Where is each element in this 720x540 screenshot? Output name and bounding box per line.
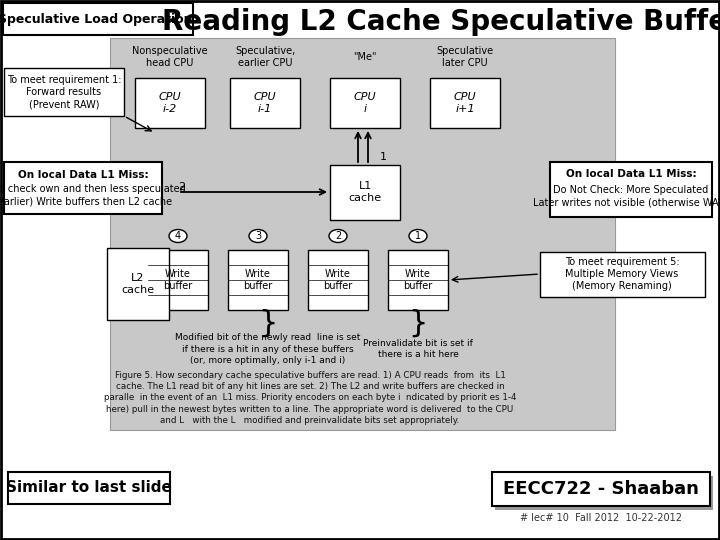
- Text: "Me": "Me": [354, 52, 377, 62]
- Bar: [330, 78, 400, 128]
- Text: On local Data L1 Miss:: On local Data L1 Miss:: [566, 169, 696, 179]
- Text: Preinvalidate bit is set if
there is a hit here: Preinvalidate bit is set if there is a h…: [363, 339, 473, 359]
- Text: EECC722 - Shaaban: EECC722 - Shaaban: [503, 480, 699, 498]
- Bar: [3, 3, 193, 35]
- Bar: [495, 476, 713, 510]
- Text: }: }: [408, 308, 428, 338]
- Text: 3: 3: [255, 231, 261, 241]
- Bar: [492, 472, 710, 506]
- Text: Speculative
later CPU: Speculative later CPU: [436, 46, 494, 68]
- Bar: [550, 162, 712, 217]
- Text: CPU
i: CPU i: [354, 92, 377, 114]
- Text: To meet requirement 5:
Multiple Memory Views
(Memory Renaming): To meet requirement 5: Multiple Memory V…: [564, 256, 679, 292]
- Text: Write
buffer: Write buffer: [163, 269, 193, 291]
- Bar: [330, 165, 400, 220]
- Text: # lec# 10  Fall 2012  10-22-2012: # lec# 10 Fall 2012 10-22-2012: [520, 513, 682, 523]
- Bar: [540, 252, 705, 297]
- Ellipse shape: [409, 230, 427, 242]
- Ellipse shape: [169, 230, 187, 242]
- Text: On local Data L1 Miss:: On local Data L1 Miss:: [18, 170, 148, 180]
- Text: First, check own and then less speculated
(earlier) Write buffers then L2 cache: First, check own and then less speculate…: [0, 184, 185, 206]
- Bar: [230, 78, 300, 128]
- Text: 4: 4: [175, 231, 181, 241]
- Bar: [430, 78, 500, 128]
- Text: To meet requirement 1:
Forward results
(Prevent RAW): To meet requirement 1: Forward results (…: [6, 75, 121, 110]
- Text: Speculative,
earlier CPU: Speculative, earlier CPU: [235, 46, 295, 68]
- Text: Figure 5. How secondary cache speculative buffers are read. 1) A CPU reads  from: Figure 5. How secondary cache speculativ…: [104, 372, 516, 424]
- Text: Write
buffer: Write buffer: [243, 269, 273, 291]
- Text: Write
buffer: Write buffer: [323, 269, 353, 291]
- Text: Write
buffer: Write buffer: [403, 269, 433, 291]
- Bar: [4, 162, 162, 214]
- Text: CPU
i+1: CPU i+1: [454, 92, 477, 114]
- Text: L1
cache: L1 cache: [348, 181, 382, 203]
- Text: 1: 1: [380, 152, 387, 162]
- Bar: [110, 38, 615, 430]
- Bar: [148, 250, 208, 310]
- Text: CPU
i-1: CPU i-1: [253, 92, 276, 114]
- Bar: [8, 472, 170, 504]
- Text: Similar to last slide: Similar to last slide: [6, 481, 172, 496]
- Text: Modified bit of the newly read  line is set
if there is a hit in any of these bu: Modified bit of the newly read line is s…: [175, 333, 361, 365]
- Bar: [228, 250, 288, 310]
- Text: 2: 2: [178, 182, 185, 192]
- Ellipse shape: [329, 230, 347, 242]
- Bar: [388, 250, 448, 310]
- Bar: [135, 78, 205, 128]
- Text: Do Not Check: More Speculated
Later writes not visible (otherwise WAR): Do Not Check: More Speculated Later writ…: [533, 185, 720, 207]
- Text: 2: 2: [335, 231, 341, 241]
- Text: 1: 1: [415, 231, 421, 241]
- Text: Reading L2 Cache Speculative Buffers: Reading L2 Cache Speculative Buffers: [162, 8, 720, 36]
- Ellipse shape: [249, 230, 267, 242]
- Bar: [4, 68, 124, 116]
- Text: CPU
i-2: CPU i-2: [158, 92, 181, 114]
- Text: L2
cache: L2 cache: [122, 273, 155, 295]
- Text: Speculative Load Operation:: Speculative Load Operation:: [0, 12, 198, 25]
- Text: Nonspeculative
head CPU: Nonspeculative head CPU: [132, 46, 208, 68]
- Bar: [308, 250, 368, 310]
- Text: }: }: [258, 308, 278, 338]
- Bar: [107, 248, 169, 320]
